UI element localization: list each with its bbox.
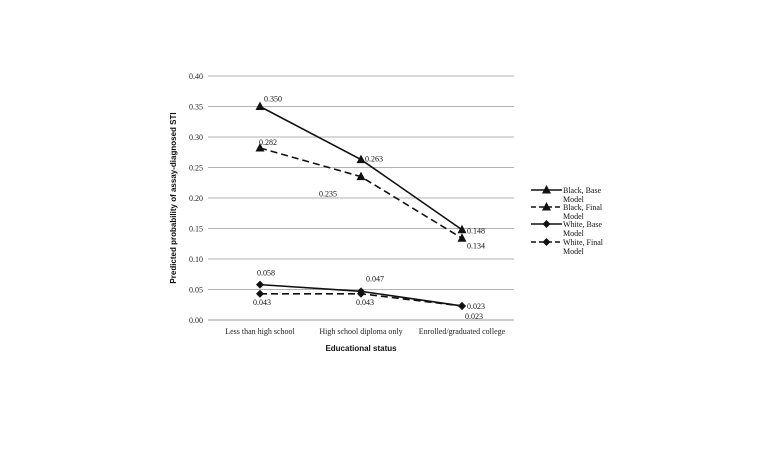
series-black-final-model xyxy=(255,142,467,242)
y-tick-label: 0.40 xyxy=(189,72,203,81)
legend-label: White, Final xyxy=(563,238,604,247)
triangle-marker xyxy=(356,171,366,181)
series-line xyxy=(259,105,463,231)
legend-label: Model xyxy=(563,229,585,238)
y-tick-label: 0.20 xyxy=(189,194,203,203)
diamond-marker xyxy=(256,289,264,298)
legend-label: Black, Final xyxy=(563,203,603,212)
y-axis-title: Predicted probability of assay-diagnosed… xyxy=(169,112,178,283)
triangle-marker xyxy=(542,202,551,211)
gridlines xyxy=(208,75,514,321)
legend-label: White, Base xyxy=(563,220,603,229)
triangle-marker xyxy=(255,142,265,152)
diamond-marker xyxy=(542,238,551,246)
legend-label: Model xyxy=(563,212,585,221)
x-tick-label: Enrolled/graduated college xyxy=(419,327,506,336)
series-white-final-model xyxy=(256,289,466,310)
legend-label: Model xyxy=(563,247,585,256)
x-tick-label: Less than high school xyxy=(225,327,295,336)
data-labels: 0.350 0.263 0.148 0.282 0.235 0.134 0.058 0.047… xyxy=(253,95,485,321)
data-label: 0.263 xyxy=(365,155,383,164)
y-axis-ticks: 0.00 0.05 0.10 0.15 0.20 0.25 0.30 0.35 0.40 xyxy=(189,72,203,325)
data-label: 0.043 xyxy=(253,298,271,307)
y-tick-label: 0.30 xyxy=(189,133,203,142)
x-tick-label: High school diploma only xyxy=(319,327,402,336)
data-label: 0.047 xyxy=(366,274,384,283)
data-label: 0.148 xyxy=(467,227,485,236)
data-label: 0.282 xyxy=(259,138,277,147)
y-tick-label: 0.10 xyxy=(189,255,203,264)
triangle-marker xyxy=(457,233,467,242)
y-tick-label: 0.25 xyxy=(189,164,203,173)
triangle-marker xyxy=(356,154,366,164)
data-label: 0.023 xyxy=(467,302,485,311)
x-axis-title: Educational status xyxy=(325,344,397,353)
diamond-marker xyxy=(458,301,466,310)
data-label: 0.043 xyxy=(356,298,374,307)
y-tick-label: 0.00 xyxy=(189,316,203,325)
series-group xyxy=(255,101,467,310)
legend-label: Model xyxy=(563,195,585,204)
triangle-marker xyxy=(542,185,551,194)
legend-label: Black, Base xyxy=(563,186,602,195)
diamond-marker xyxy=(256,280,264,289)
data-label: 0.350 xyxy=(264,95,282,104)
y-tick-label: 0.05 xyxy=(189,286,203,295)
diamond-marker xyxy=(542,220,551,228)
triangle-marker xyxy=(255,101,265,110)
series-black-base-model xyxy=(255,101,467,234)
triangle-marker xyxy=(457,224,467,234)
data-label: 0.058 xyxy=(257,269,275,278)
x-axis-ticks: Less than high school High school diploma… xyxy=(225,327,505,336)
data-label: 0.134 xyxy=(467,241,485,250)
data-label: 0.023 xyxy=(465,312,483,321)
data-label: 0.235 xyxy=(319,190,337,199)
y-tick-label: 0.35 xyxy=(189,103,203,112)
y-tick-label: 0.15 xyxy=(189,225,203,234)
diamond-marker xyxy=(357,289,365,298)
